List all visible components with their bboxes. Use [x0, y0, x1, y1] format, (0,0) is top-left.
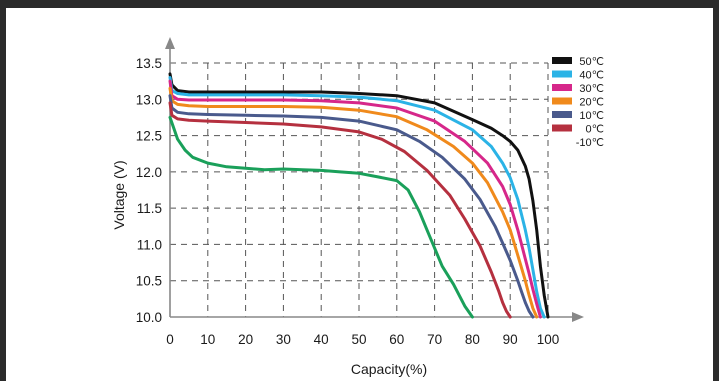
legend: 50℃ 40℃30℃ 20℃10℃ 0℃-10℃: [552, 56, 604, 149]
x-tick-label: 60: [389, 332, 404, 347]
series-line: [168, 79, 542, 319]
y-tick-label: 11.0: [137, 237, 162, 252]
x-axis-arrow: [572, 312, 584, 322]
x-tick-label: 10: [200, 332, 215, 347]
series-line: [168, 115, 474, 319]
legend-swatch: [552, 57, 572, 64]
legend-label: 40℃: [579, 70, 604, 82]
legend-swatch: [552, 97, 572, 105]
legend-swatch: [552, 84, 572, 91]
x-tick-label: 70: [427, 332, 442, 347]
y-tick-label: 12.5: [136, 129, 162, 144]
x-tick-label: 20: [238, 332, 253, 347]
legend-swatch: [552, 70, 572, 78]
legend-label: 10℃: [579, 110, 604, 122]
legend-label: 30℃: [579, 83, 604, 95]
y-tick-label: 11.5: [137, 201, 162, 216]
top-bar: [0, 0, 719, 8]
series-line: [168, 101, 512, 319]
series-line: [168, 76, 546, 319]
y-axis-title: Voltage (V): [111, 160, 127, 229]
y-tick-label: 10.5: [136, 274, 162, 289]
y-tick-label: 12.0: [136, 165, 162, 180]
y-tick-label: 13.5: [136, 56, 162, 71]
x-tick-label: 80: [465, 332, 480, 347]
legend-label: 20℃: [579, 97, 604, 109]
series-line: [168, 72, 550, 319]
legend-label: -10℃: [576, 137, 604, 149]
x-tick-label: 100: [537, 332, 560, 347]
series-line: [168, 94, 535, 319]
grid: [170, 62, 549, 318]
legend-label: 0℃: [586, 124, 604, 136]
x-tick-label: 90: [503, 332, 518, 347]
legend-label: 50℃: [579, 56, 604, 68]
y-tick-label: 10.0: [136, 310, 162, 325]
legend-swatch: [552, 124, 572, 132]
x-tick-label: 40: [314, 332, 329, 347]
x-tick-label: 30: [276, 332, 291, 347]
axes: [165, 37, 584, 322]
x-tick-label: 0: [166, 332, 174, 347]
voltage-capacity-chart: 10.0 10.5 11.0 11.5 12.0 12.5 13.0 13.5 0 10 20 30 4…: [111, 37, 604, 377]
tick-labels: 10.0 10.5 11.0 11.5 12.0 12.5 13.0 13.5 0 10 20 30 4…: [136, 56, 560, 347]
x-axis-title: Capacity(%): [351, 361, 427, 377]
x-tick-label: 50: [351, 332, 366, 347]
series-lines: [168, 72, 550, 319]
series-line: [168, 86, 539, 319]
y-axis-arrow: [165, 37, 175, 49]
chart-card: 10.0 10.5 11.0 11.5 12.0 12.5 13.0 13.5 0 10 20 30 4…: [6, 8, 713, 381]
legend-swatch: [552, 111, 572, 118]
y-tick-label: 13.0: [136, 92, 162, 107]
